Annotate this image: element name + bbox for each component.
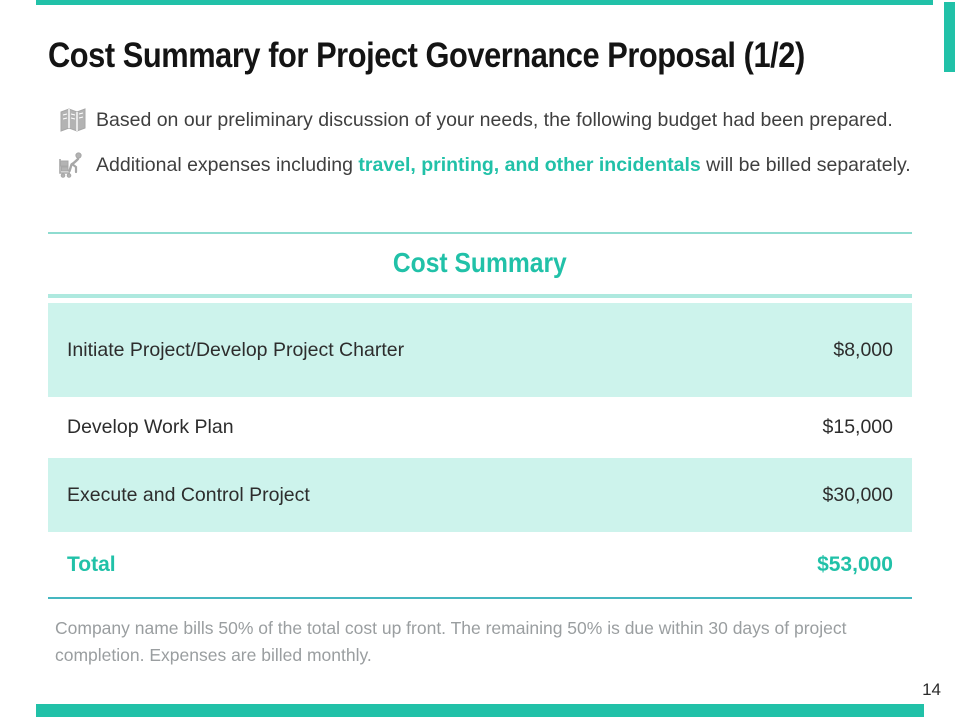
row-label: Initiate Project/Develop Project Charter [67, 338, 405, 361]
total-label: Total [67, 552, 116, 576]
table-top-divider [48, 232, 912, 234]
table-title-text: Cost Summary [393, 247, 567, 278]
top-accent-line [36, 0, 933, 5]
bullet-text: Based on our preliminary discussion of y… [96, 109, 893, 131]
bullet-list: Based on our preliminary discussion of y… [58, 106, 911, 196]
bullet-text: Additional expenses including travel, pr… [96, 151, 911, 179]
table-total-row: Total $53,000 [48, 532, 912, 597]
page-number: 14 [922, 680, 941, 699]
page-title: Cost Summary for Project Governance Prop… [48, 36, 908, 76]
row-label: Execute and Control Project [67, 483, 310, 506]
bullet-text-pre: Additional expenses including [96, 154, 359, 176]
table-header-divider [48, 294, 912, 298]
bullet-text-highlight: travel, printing, and other incidentals [358, 154, 701, 176]
row-label: Develop Work Plan [67, 416, 234, 438]
map-document-icon [60, 108, 86, 132]
bullet-text-post: will be billed separately. [700, 154, 911, 176]
porter-luggage-cart-icon [59, 152, 82, 178]
bullet-item-expenses: Additional expenses including travel, pr… [58, 151, 911, 179]
table-row: Initiate Project/Develop Project Charter… [48, 303, 912, 397]
bullet-item-budget: Based on our preliminary discussion of y… [58, 106, 911, 134]
row-value: $8,000 [833, 338, 893, 361]
bottom-accent-bar [36, 704, 924, 717]
table-title: Cost Summary [48, 247, 912, 279]
table-row: Execute and Control Project $30,000 [48, 458, 912, 532]
cost-summary-table: Initiate Project/Develop Project Charter… [48, 303, 912, 597]
total-value: $53,000 [817, 552, 893, 576]
top-right-accent-bar [944, 2, 955, 72]
row-value: $15,000 [822, 416, 894, 438]
row-value: $30,000 [822, 483, 894, 506]
table-bottom-divider [48, 597, 912, 599]
table-row: Develop Work Plan $15,000 [48, 397, 912, 458]
footnote: Company name bills 50% of the total cost… [55, 618, 847, 666]
page-title-text: Cost Summary for Project Governance Prop… [48, 36, 805, 75]
